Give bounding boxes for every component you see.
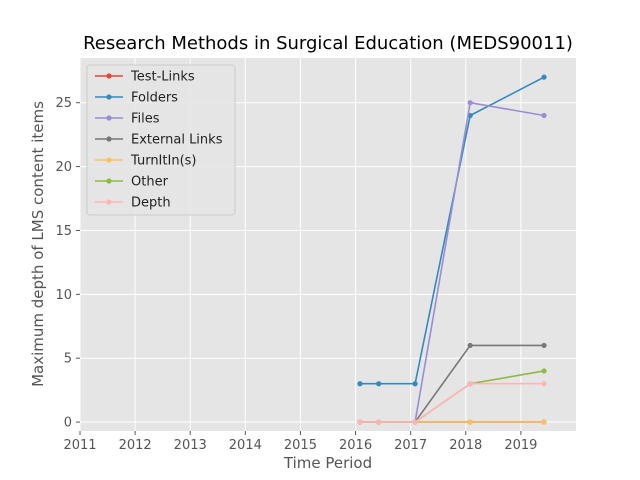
y-axis-ticks: 0 5 10 15 20 25: [55, 96, 80, 431]
legend-marker: [106, 115, 112, 121]
legend-marker: [106, 157, 112, 163]
series-depth: [357, 381, 547, 425]
series-folders: [357, 74, 547, 387]
legend-entry-test-links: Test-Links: [95, 70, 195, 85]
x-tick-label: 2015: [284, 438, 317, 453]
data-point-depth: [376, 419, 382, 425]
x-tick-label: 2014: [229, 438, 262, 453]
chart-title: Research Methods in Surgical Education (…: [83, 33, 573, 54]
y-tick-label: 10: [55, 288, 72, 303]
legend-label: Other: [131, 175, 169, 190]
y-tick-label: 15: [55, 224, 72, 239]
data-point-other: [541, 368, 547, 374]
legend-entry-other: Other: [95, 175, 169, 190]
legend-marker: [106, 94, 112, 100]
legend-marker: [106, 73, 112, 79]
data-point-folders: [412, 381, 418, 387]
data-point-turnitin-s: [541, 419, 547, 425]
data-point-files: [541, 112, 547, 119]
legend-entry-folders: Folders: [95, 91, 178, 106]
legend-entry-depth: Depth: [95, 196, 171, 211]
legend-label: Files: [131, 112, 160, 127]
y-tick-label: 20: [55, 160, 72, 175]
y-tick-label: 0: [64, 416, 72, 431]
legend-entry-external-links: External Links: [95, 133, 223, 148]
x-tick-label: 2019: [504, 438, 537, 453]
y-tick-label: 25: [55, 96, 72, 111]
legend-box: [86, 64, 236, 216]
legend-entry-turnitin-s: TurnItIn(s): [95, 154, 196, 169]
data-point-depth: [412, 419, 418, 425]
data-point-depth: [357, 419, 363, 425]
data-point-folders: [376, 381, 382, 387]
x-axis-label: Time Period: [283, 454, 372, 472]
x-tick-label: 2017: [394, 438, 427, 453]
y-axis-label: Maximum depth of LMS content items: [29, 101, 47, 387]
data-point-turnitin-s: [467, 419, 473, 425]
legend-entry-files: Files: [95, 112, 160, 127]
x-tick-label: 2013: [174, 438, 207, 453]
data-point-folders: [541, 74, 547, 80]
data-point-depth: [541, 381, 547, 387]
x-tick-label: 2011: [63, 438, 96, 453]
x-axis-ticks: 2011 2012 2013 2014 2015 2016 2017 2018 2019: [63, 431, 537, 453]
legend-marker: [106, 136, 112, 142]
y-tick-label: 5: [64, 352, 72, 367]
legend-marker: [106, 199, 112, 205]
data-point-external-links: [541, 342, 547, 349]
series-layer: [357, 74, 547, 425]
legend: Test-Links Folders Files External Links Turn…: [86, 64, 236, 216]
legend-label: Depth: [131, 196, 171, 211]
data-point-external-links: [467, 342, 473, 349]
data-point-files: [467, 100, 473, 106]
x-tick-label: 2018: [449, 438, 482, 453]
data-point-depth: [467, 381, 473, 387]
legend-label: TurnItIn(s): [130, 154, 196, 169]
data-point-folders: [357, 381, 363, 387]
x-tick-label: 2012: [119, 438, 152, 453]
x-tick-label: 2016: [339, 438, 372, 453]
legend-label: Test-Links: [130, 70, 195, 85]
legend-label: External Links: [131, 133, 223, 148]
legend-marker: [106, 178, 112, 184]
legend-label: Folders: [131, 91, 178, 106]
